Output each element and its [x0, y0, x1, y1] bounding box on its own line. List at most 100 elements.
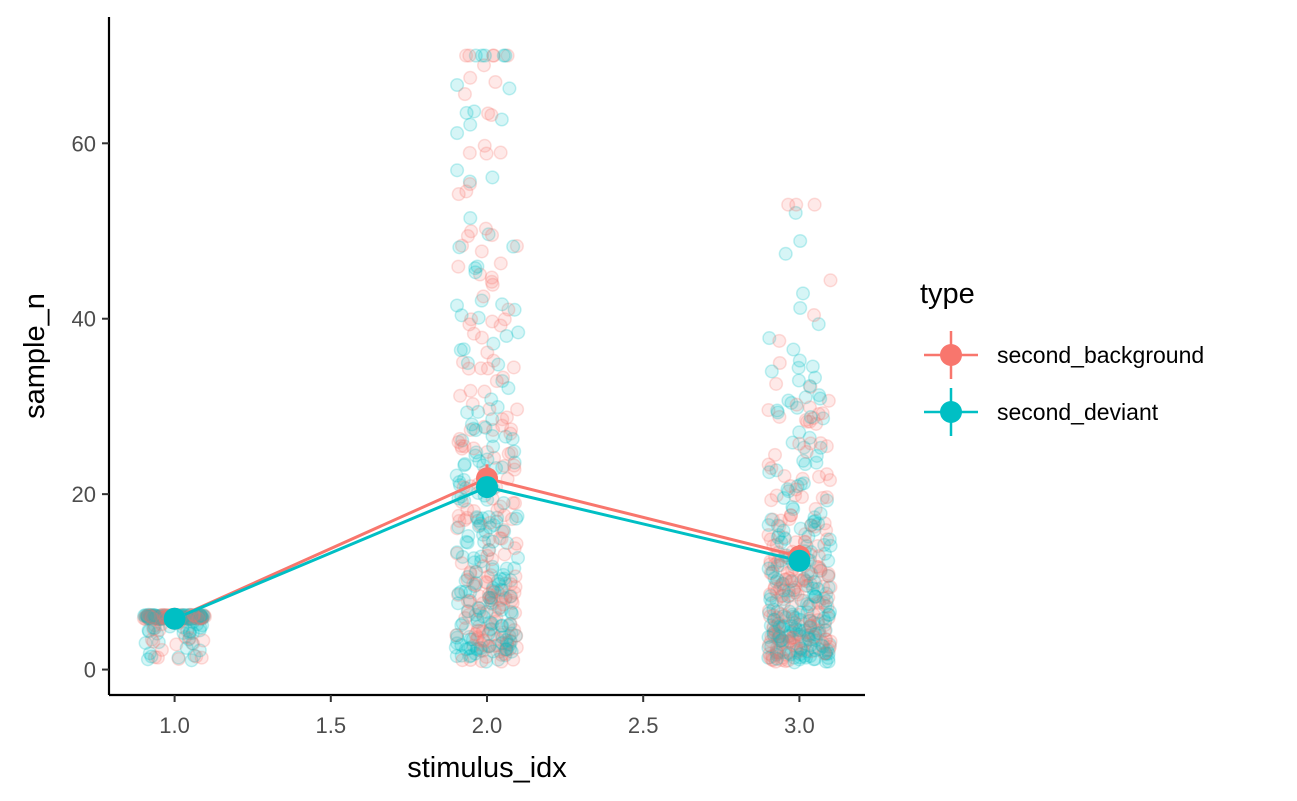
raw-point — [191, 611, 206, 626]
raw-point — [814, 638, 829, 653]
raw-point — [194, 650, 209, 665]
raw-point — [818, 646, 833, 661]
raw-point — [815, 490, 830, 505]
raw-point — [478, 221, 493, 236]
raw-point — [475, 624, 490, 639]
raw-point — [810, 538, 825, 554]
raw-point — [803, 410, 818, 425]
raw-point — [497, 571, 512, 586]
raw-point — [803, 620, 818, 635]
raw-point — [781, 197, 796, 212]
raw-point — [796, 593, 811, 608]
raw-point — [796, 453, 811, 468]
raw-point — [505, 431, 520, 446]
raw-point — [470, 614, 485, 629]
raw-point — [807, 510, 822, 525]
raw-point — [472, 267, 488, 282]
raw-point — [189, 649, 204, 664]
raw-point — [773, 606, 789, 622]
raw-point — [509, 511, 524, 526]
raw-point — [816, 591, 831, 606]
raw-point — [805, 359, 820, 374]
raw-point — [776, 523, 791, 538]
raw-point — [761, 640, 776, 655]
raw-point — [821, 650, 836, 666]
raw-point — [819, 439, 834, 454]
raw-point — [146, 622, 161, 637]
raw-point — [821, 566, 836, 581]
raw-point — [149, 610, 164, 625]
raw-point — [818, 654, 834, 669]
raw-point — [785, 435, 800, 450]
raw-point — [503, 426, 518, 441]
raw-point — [458, 573, 473, 588]
raw-point — [476, 559, 491, 574]
raw-point — [803, 619, 818, 634]
raw-point — [185, 636, 200, 651]
raw-point — [495, 589, 510, 604]
raw-point — [793, 300, 808, 316]
raw-point — [451, 586, 466, 601]
raw-point — [195, 611, 210, 626]
raw-point — [770, 645, 785, 661]
raw-point — [486, 644, 501, 659]
raw-point — [144, 610, 159, 625]
raw-point — [147, 612, 162, 627]
raw-point — [190, 617, 205, 632]
raw-point — [489, 610, 504, 626]
raw-point — [140, 609, 155, 624]
raw-point — [776, 645, 791, 660]
raw-point — [768, 623, 783, 638]
raw-point — [145, 609, 160, 624]
raw-point — [811, 605, 826, 620]
raw-point — [784, 395, 799, 410]
raw-point — [182, 631, 197, 646]
raw-point — [194, 609, 209, 624]
raw-point — [197, 608, 212, 623]
raw-point — [818, 632, 833, 647]
raw-point — [821, 393, 836, 408]
raw-point — [770, 530, 785, 545]
raw-point — [484, 595, 499, 610]
raw-point — [141, 623, 156, 638]
raw-point — [501, 302, 516, 317]
raw-point — [460, 604, 475, 619]
raw-point — [472, 454, 487, 469]
raw-point — [811, 626, 826, 641]
raw-point — [767, 581, 782, 596]
legend-key-point — [940, 344, 962, 366]
raw-point — [777, 469, 792, 484]
raw-point — [150, 610, 165, 625]
raw-point — [496, 48, 511, 63]
raw-point — [792, 623, 807, 638]
raw-point — [499, 328, 514, 344]
raw-point — [810, 581, 825, 597]
raw-point — [806, 607, 821, 622]
raw-point — [479, 649, 494, 664]
raw-point — [460, 572, 475, 587]
raw-point — [799, 596, 815, 612]
raw-point — [806, 639, 821, 654]
raw-point — [448, 640, 463, 655]
raw-point — [795, 643, 810, 658]
raw-point — [807, 574, 822, 589]
raw-point — [504, 644, 519, 659]
raw-point — [493, 145, 508, 160]
raw-point — [787, 650, 802, 665]
raw-point — [508, 579, 523, 594]
raw-point — [788, 205, 803, 220]
raw-point — [449, 468, 464, 483]
raw-point — [790, 479, 805, 494]
raw-point — [450, 163, 465, 178]
raw-point — [806, 514, 821, 529]
raw-point — [482, 520, 498, 535]
raw-point — [462, 174, 477, 189]
raw-point — [764, 493, 779, 508]
raw-point — [171, 650, 186, 665]
raw-point — [804, 566, 819, 581]
raw-point — [497, 547, 512, 562]
raw-point — [486, 439, 501, 454]
raw-point — [459, 48, 474, 63]
raw-point — [488, 614, 503, 629]
raw-point — [507, 496, 523, 511]
